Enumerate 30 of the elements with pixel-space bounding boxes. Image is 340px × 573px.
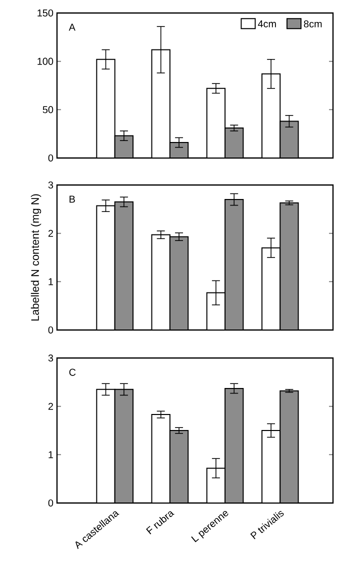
- y-axis-title: Labelled N content (mg N): [30, 194, 42, 321]
- y-tick-label: 0: [48, 154, 54, 162]
- bar: [224, 128, 244, 158]
- bar: [114, 388, 134, 503]
- y-tick-label: 150: [38, 9, 54, 17]
- y-tick-label: 0: [48, 326, 54, 334]
- y-tick-label: 2: [48, 402, 53, 410]
- y-tick-label: 3: [48, 354, 54, 362]
- y-tick-label: 100: [38, 58, 54, 65]
- y-tick-label: 2: [48, 230, 53, 237]
- bar: [224, 198, 244, 330]
- bar: [280, 120, 299, 158]
- annotation: B: [70, 196, 75, 203]
- y-tick-label: 3: [48, 181, 54, 189]
- bar: [280, 202, 299, 330]
- y-tick-label: 50: [42, 106, 54, 114]
- bar: [169, 142, 189, 158]
- bar: [114, 135, 134, 158]
- bar: [114, 201, 134, 330]
- bar: [280, 390, 299, 503]
- legend-label: 4cm: [258, 20, 276, 28]
- bar: [169, 430, 189, 503]
- annotation: A: [68, 24, 76, 31]
- y-tick-label: 1: [48, 451, 53, 458]
- y-tick-label: 0: [48, 499, 54, 507]
- legend-label: 8cm: [304, 20, 322, 28]
- bar: [224, 388, 244, 503]
- y-tick-label: 1: [48, 278, 53, 286]
- annotation: C: [69, 368, 76, 376]
- bar: [169, 236, 189, 330]
